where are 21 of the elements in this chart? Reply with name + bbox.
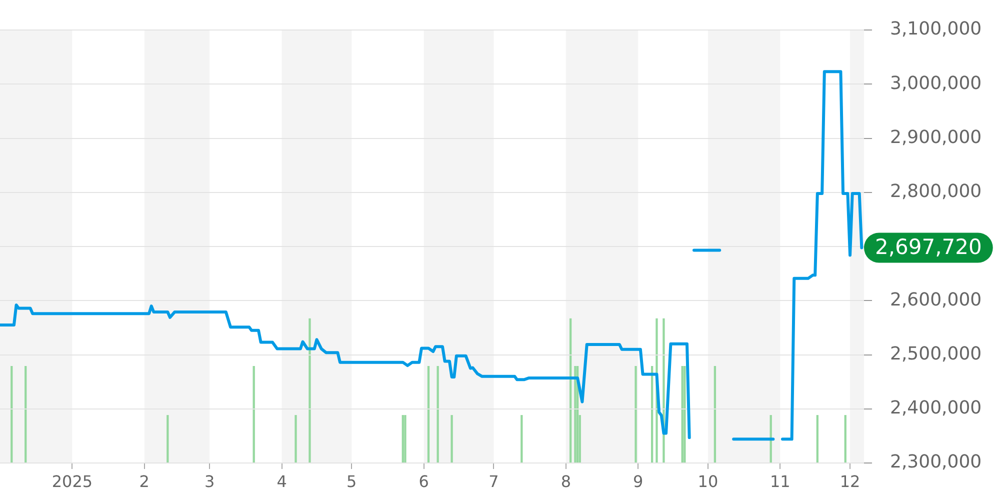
y-tick-label: 3,100,000	[890, 18, 982, 40]
x-tick-label: 7	[488, 472, 499, 491]
x-tick-label: 3	[204, 472, 215, 491]
x-tick-label: 2	[139, 472, 150, 491]
y-tick-label: 2,500,000	[890, 343, 982, 364]
x-tick-label: 2025	[52, 472, 93, 491]
x-tick-label: 5	[346, 472, 357, 491]
y-tick-label: 2,300,000	[890, 452, 982, 473]
x-tick-label: 11	[770, 472, 790, 491]
y-tick-label: 2,900,000	[890, 126, 982, 148]
y-tick-label: 2,800,000	[890, 181, 982, 202]
x-tick-label: 6	[418, 472, 429, 491]
annotation: 2,697,720	[875, 235, 982, 260]
x-tick-label: 8	[560, 472, 571, 491]
x-tick-label: 4	[276, 472, 287, 491]
y-tick-label: 2,600,000	[890, 289, 982, 310]
y-tick-label: 3,000,000	[890, 72, 982, 94]
y-tick-label: 2,400,000	[890, 398, 982, 419]
x-tick-label: 12	[840, 472, 860, 491]
x-tick-label: 10	[698, 472, 718, 491]
x-tick-label: 9	[633, 472, 644, 491]
